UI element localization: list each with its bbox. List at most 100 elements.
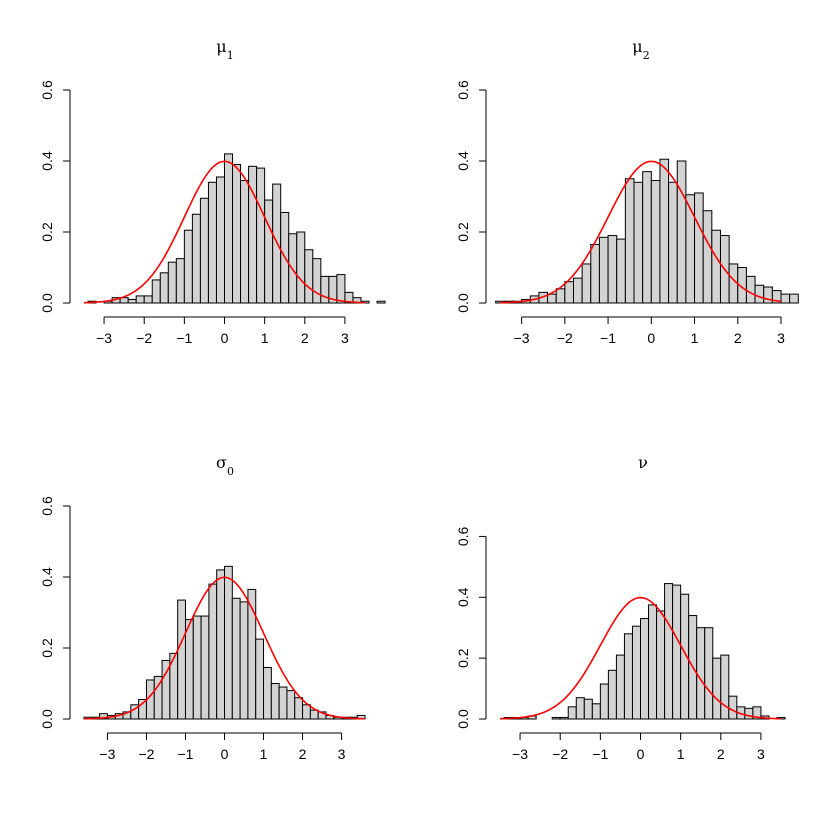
panel-mu1: μ1 −3 −2 −1 0 1 2 3 0.0 0.2 0.4 0.6 bbox=[39, 37, 386, 346]
histogram-bar bbox=[659, 158, 670, 304]
x-tick-label: −1 bbox=[176, 330, 192, 346]
y-axis-nu: 0.0 0.2 0.4 0.6 bbox=[455, 526, 487, 729]
histogram-bar bbox=[648, 604, 658, 720]
y-tick-label: 0.2 bbox=[455, 648, 471, 668]
histogram-bar bbox=[231, 597, 241, 720]
histogram-bar bbox=[547, 293, 557, 304]
histogram-bar bbox=[598, 236, 609, 304]
x-tick-label: 0 bbox=[647, 330, 655, 346]
histogram-bar bbox=[642, 171, 652, 304]
density-curve-sigma0 bbox=[83, 576, 366, 720]
x-tick-label: 2 bbox=[301, 330, 309, 346]
histogram-bar bbox=[224, 153, 234, 304]
x-tick-label: −3 bbox=[512, 746, 528, 762]
x-tick-label: 3 bbox=[777, 330, 785, 346]
histogram-bar bbox=[143, 295, 153, 304]
histogram-bar bbox=[607, 669, 617, 720]
x-axis-mu2: −3 −2 −1 0 1 2 3 bbox=[514, 316, 785, 346]
histogram-bar bbox=[175, 258, 185, 304]
y-tick-label: 0.4 bbox=[455, 587, 471, 607]
x-tick-label: 0 bbox=[221, 746, 229, 762]
chart-title-mu1: μ1 bbox=[216, 37, 233, 62]
histogram-bar bbox=[633, 181, 644, 304]
histogram-bar bbox=[559, 716, 569, 720]
panel-sigma0: σ0 −3 −2 −1 0 1 2 3 0.0 0.2 0.4 0.6 bbox=[39, 453, 366, 762]
histogram-bar bbox=[224, 565, 233, 720]
histogram-bar bbox=[183, 229, 193, 304]
histogram-bar bbox=[167, 261, 177, 304]
histogram-bar bbox=[320, 275, 330, 304]
histogram-bar bbox=[309, 709, 319, 720]
histogram-bar bbox=[624, 178, 635, 304]
histogram-bar bbox=[376, 300, 386, 304]
y-tick-label: 0.4 bbox=[455, 151, 471, 171]
histogram-bar bbox=[564, 281, 574, 304]
density-curve-mu1 bbox=[83, 160, 366, 304]
x-axis-mu1: −3 −2 −1 0 1 2 3 bbox=[96, 316, 349, 346]
histogram-bar bbox=[135, 295, 145, 304]
histogram-bar bbox=[278, 686, 288, 720]
histogram-bar bbox=[581, 263, 592, 304]
density-curve-nu bbox=[499, 596, 782, 720]
histogram-bar bbox=[668, 181, 678, 304]
y-tick-label: 0.6 bbox=[39, 80, 55, 100]
histogram-bar bbox=[572, 277, 583, 304]
histogram-bar bbox=[650, 180, 661, 304]
histogram-bar bbox=[702, 210, 713, 304]
histogram-bar bbox=[676, 160, 687, 304]
x-tick-label: 2 bbox=[734, 330, 742, 346]
histogram-bar bbox=[286, 690, 296, 720]
x-tick-label: −2 bbox=[138, 746, 154, 762]
normal-density-line bbox=[83, 160, 366, 304]
x-tick-label: −3 bbox=[514, 330, 530, 346]
x-tick-label: −3 bbox=[96, 330, 112, 346]
histogram-bar bbox=[159, 272, 169, 304]
histogram-bar bbox=[583, 698, 593, 720]
normal-density-line bbox=[499, 160, 782, 304]
histogram-bar bbox=[664, 583, 674, 720]
histogram-bar bbox=[745, 275, 756, 304]
histogram-bar bbox=[720, 654, 730, 720]
histogram-bar bbox=[623, 633, 633, 720]
x-tick-label: 0 bbox=[637, 746, 645, 762]
y-tick-label: 0.2 bbox=[455, 222, 471, 242]
y-axis-mu1: 0.0 0.2 0.4 0.6 bbox=[39, 80, 71, 313]
y-tick-label: 0.2 bbox=[39, 638, 55, 658]
histogram-bar bbox=[192, 615, 202, 720]
histogram-bar bbox=[232, 164, 242, 304]
normal-density-line bbox=[499, 596, 782, 720]
histogram-bar bbox=[256, 167, 266, 304]
histogram-bar bbox=[575, 697, 585, 720]
x-tick-label: 1 bbox=[691, 330, 699, 346]
x-tick-label: 3 bbox=[757, 746, 765, 762]
x-tick-label: 3 bbox=[338, 746, 346, 762]
histogram-bar bbox=[744, 707, 754, 720]
histogram-bar bbox=[696, 627, 706, 720]
y-tick-label: 0.2 bbox=[39, 222, 55, 242]
histogram-bar bbox=[336, 274, 346, 304]
histogram-bar bbox=[177, 599, 186, 720]
histogram-bar bbox=[240, 180, 250, 304]
y-axis-mu2: 0.0 0.2 0.4 0.6 bbox=[455, 80, 487, 313]
x-tick-label: 0 bbox=[221, 330, 229, 346]
histogram-bar bbox=[184, 619, 194, 720]
histogram-bar bbox=[216, 569, 226, 720]
histogram-bar bbox=[239, 601, 249, 720]
x-tick-label: 2 bbox=[299, 746, 307, 762]
histogram-bar bbox=[712, 657, 722, 720]
normal-density-line bbox=[83, 576, 366, 720]
histogram-bar bbox=[127, 298, 137, 304]
histogram-bar bbox=[151, 279, 161, 304]
histogram-bar bbox=[752, 706, 762, 720]
x-tick-label: −1 bbox=[177, 746, 193, 762]
bars-sigma0 bbox=[83, 565, 366, 720]
y-tick-label: 0.6 bbox=[455, 526, 471, 546]
histogram-bar bbox=[199, 197, 209, 304]
histogram-bar bbox=[264, 199, 274, 304]
y-tick-label: 0.0 bbox=[455, 293, 471, 313]
y-tick-label: 0.6 bbox=[39, 496, 55, 516]
histogram-bar bbox=[207, 181, 217, 304]
histogram-bar bbox=[631, 625, 641, 720]
histogram-bar bbox=[656, 610, 666, 720]
